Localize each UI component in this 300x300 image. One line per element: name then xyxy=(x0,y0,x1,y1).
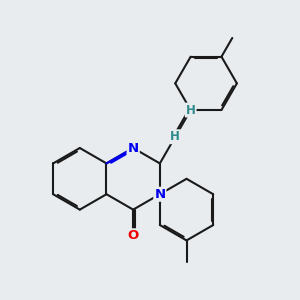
Text: H: H xyxy=(186,103,196,116)
Text: N: N xyxy=(154,188,165,201)
Text: H: H xyxy=(170,130,180,143)
Text: O: O xyxy=(128,229,139,242)
Text: N: N xyxy=(128,142,139,154)
